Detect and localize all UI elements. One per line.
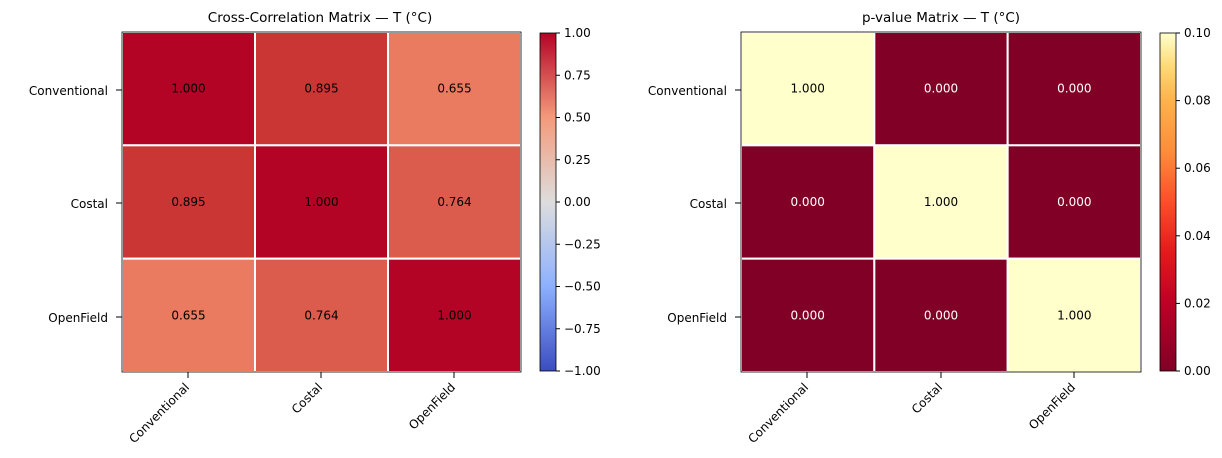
heatmap-cell [254,31,389,147]
colorbar-tick-label: 0.25 [564,153,591,167]
colorbar-tick-label: −1.00 [564,364,601,378]
colorbar-tick-label: −0.75 [564,322,601,336]
correlation-heatmap-row-labels: Conventional Costal OpenField [29,84,122,325]
col-label: OpenField [1026,380,1078,432]
correlation-heatmap-col-labels: Conventional Costal OpenField [126,372,458,446]
correlation-heatmap-title: Cross-Correlation Matrix — T (°C) [208,10,432,26]
col-label: OpenField [406,380,458,432]
row-label: Conventional [29,84,108,98]
colorbar-tick-label: 0.06 [1184,161,1211,175]
correlation-colorbar: 1.00 0.75 0.50 0.25 0.00 −0.25 −0.50 −0.75 −1.00 [539,26,601,378]
heatmap-cell [740,31,876,147]
col-label: Conventional [126,380,192,446]
pvalue-colorbar: 0.10 0.08 0.06 0.04 0.02 0.00 [1159,26,1211,378]
col-label: Costal [289,380,325,416]
heatmap-cell-label: 1.000 [924,195,958,209]
heatmap-cell-label: 0.764 [437,195,471,209]
heatmap-cell-label: 0.000 [924,308,958,322]
heatmap-cell [121,31,256,147]
heatmap-cell-label: 1.000 [1057,308,1091,322]
colorbar-tick-label: −0.25 [564,237,601,251]
colorbar-tick-label: −0.50 [564,280,601,294]
col-label: Conventional [745,380,811,446]
heatmap-cell-label: 0.764 [304,308,338,322]
colorbar-tick-label: 1.00 [564,26,591,40]
heatmap-cell-label: 0.655 [171,308,205,322]
heatmap-cell-label: 0.000 [1057,82,1091,96]
heatmap-cell-label: 0.000 [790,308,824,322]
heatmap-cell-label: 0.895 [171,195,205,209]
colorbar-tick-label: 0.08 [1184,94,1211,108]
heatmap-cell [387,144,522,260]
heatmap-cell-label: 1.000 [304,195,338,209]
row-label: OpenField [48,311,108,325]
colorbar-tick-label: 0.00 [564,195,591,209]
row-label: Costal [690,197,727,211]
heatmap-cell [873,31,1009,147]
heatmap-cell [1006,144,1143,260]
colorbar-tick-label: 0.10 [1184,26,1211,40]
colorbar-tick-label: 0.50 [564,111,591,125]
heatmap-cell-label: 0.000 [790,195,824,209]
correlation-colorbar-ticks: 1.00 0.75 0.50 0.25 0.00 −0.25 −0.50 −0.75 −1.00 [556,26,601,378]
heatmap-cell [254,257,389,373]
colorbar-tick-label: 0.02 [1184,296,1211,310]
col-label: Costal [909,380,945,416]
heatmap-cell [740,257,876,373]
heatmap-cell-label: 0.000 [1057,195,1091,209]
row-label: OpenField [667,311,727,325]
colorbar-tick-label: 0.00 [1184,364,1211,378]
colorbar-tick-label: 0.75 [564,68,591,82]
heatmap-cell-label: 1.000 [437,308,471,322]
heatmap-cell [873,257,1009,373]
pvalue-heatmap-panel: p-value Matrix — T (°C) 1.000 0.000 0.000 0… [648,10,1211,446]
correlation-colorbar-gradient [539,32,557,372]
pvalue-colorbar-ticks: 0.10 0.08 0.06 0.04 0.02 0.00 [1176,26,1211,378]
pvalue-heatmap-title: p-value Matrix — T (°C) [862,10,1020,26]
heatmap-cell-label: 1.000 [790,82,824,96]
row-label: Costal [71,197,108,211]
heatmap-cell-label: 1.000 [171,82,205,96]
pvalue-heatmap-col-labels: Conventional Costal OpenField [745,372,1078,446]
colorbar-tick-label: 0.04 [1184,229,1211,243]
heatmap-cell-label: 0.655 [437,82,471,96]
row-label: Conventional [648,84,727,98]
heatmap-cell-label: 0.895 [304,82,338,96]
correlation-heatmap-panel: Cross-Correlation Matrix — T (°C) 1.000 0… [29,10,601,446]
correlation-heatmap-cells: 1.000 0.895 0.655 0.895 1.000 0.764 0.655 0.764… [121,31,522,373]
pvalue-colorbar-gradient [1159,32,1177,372]
heatmap-cell-label: 0.000 [924,82,958,96]
pvalue-heatmap-cells: 1.000 0.000 0.000 0.000 1.000 0.000 0.000 0.000… [740,31,1143,373]
pvalue-heatmap-row-labels: Conventional Costal OpenField [648,84,741,325]
